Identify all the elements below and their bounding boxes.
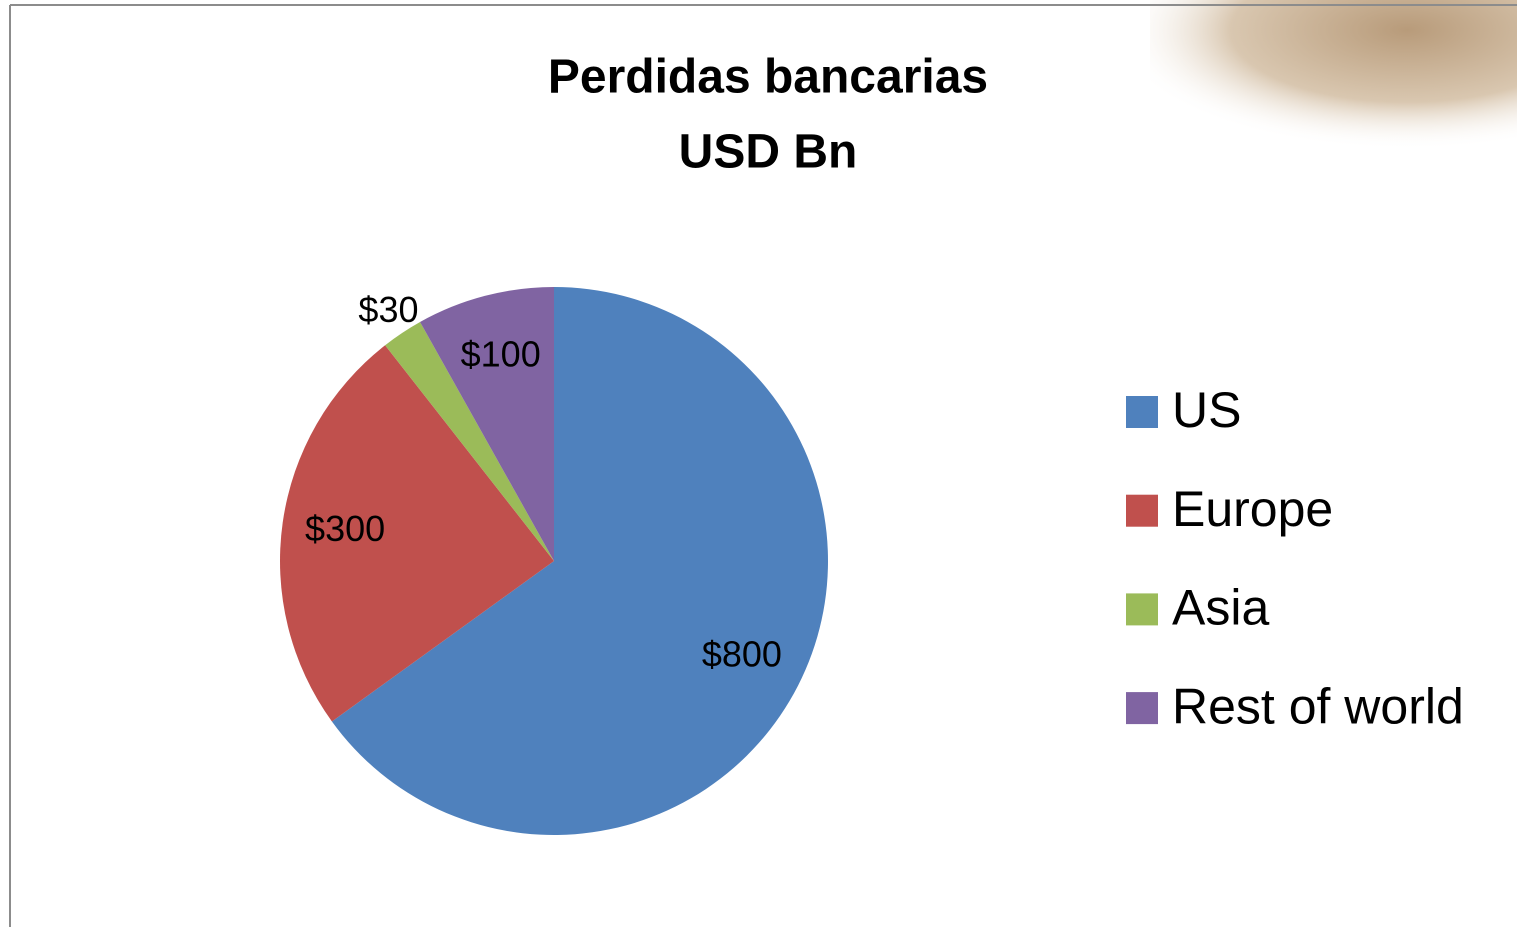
legend-swatch bbox=[1126, 692, 1158, 725]
data-label: $30 bbox=[358, 289, 418, 330]
chart-title: Perdidas bancarias bbox=[548, 51, 988, 104]
pie-slice bbox=[280, 345, 554, 722]
legend-label: Rest of world bbox=[1172, 678, 1464, 734]
pie-slice bbox=[385, 321, 554, 561]
chart-subtitle: USD Bn bbox=[679, 126, 858, 179]
data-label: $100 bbox=[461, 333, 541, 374]
legend-label: Asia bbox=[1172, 580, 1269, 636]
legend-swatch bbox=[1126, 494, 1158, 527]
data-label: $800 bbox=[702, 634, 782, 675]
legend-swatch bbox=[1126, 593, 1158, 626]
legend-swatch bbox=[1126, 396, 1158, 428]
pie-slice bbox=[420, 287, 554, 561]
data-label: $300 bbox=[305, 508, 385, 549]
legend-label: US bbox=[1172, 382, 1241, 438]
pie-slice bbox=[331, 287, 828, 835]
legend-label: Europe bbox=[1172, 481, 1333, 537]
corner-photo bbox=[1150, 0, 1517, 150]
